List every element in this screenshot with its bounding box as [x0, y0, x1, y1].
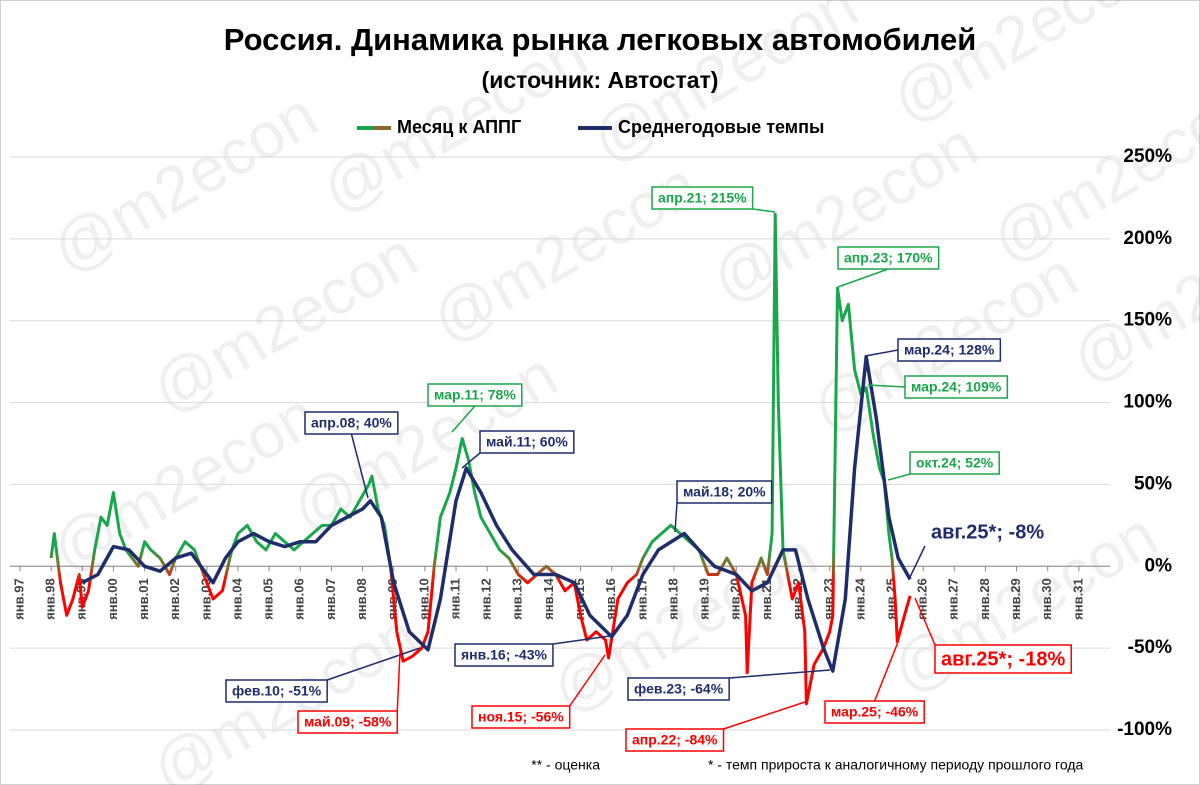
x-tick-label: янв.13: [510, 578, 525, 620]
annotation-leader: [837, 268, 889, 288]
annotation-leader: [461, 452, 481, 469]
x-tick-label: янв.02: [167, 578, 182, 620]
y-tick-label: -100%: [1117, 719, 1172, 740]
annotation-label: апр.23; 170%: [844, 250, 933, 266]
annotation-box: [934, 644, 1072, 674]
annotation-leader: [451, 405, 476, 433]
annotation-box: [625, 728, 725, 752]
x-tick-label: янв.31: [1070, 578, 1085, 620]
y-tick-label: 150%: [1123, 310, 1172, 331]
annotation-box: [304, 411, 399, 435]
annotation-box: [837, 246, 940, 270]
annotation-label: май.18; 20%: [683, 484, 766, 500]
annotation-leader: [674, 502, 678, 533]
y-tick-label: -50%: [1128, 637, 1172, 658]
x-tick-label: янв.30: [1039, 578, 1054, 620]
annotation-box: [897, 338, 1002, 362]
annotation-box: [471, 705, 571, 729]
annotation-label: янв.16; -43%: [461, 647, 547, 663]
x-tick-label: янв.16: [603, 578, 618, 620]
annotation-box: [909, 451, 1000, 475]
x-tick-label: янв.29: [1008, 578, 1023, 620]
annotation-label: фев.23; -64%: [634, 681, 724, 697]
x-tick-label: янв.00: [105, 578, 120, 620]
chart-subtitle: (источник: Автостат): [482, 67, 719, 93]
annotation-box: [479, 430, 575, 454]
annotation-box: [925, 518, 1051, 546]
annotation-label: авг.25*; -18%: [941, 648, 1065, 670]
x-tick-label: янв.28: [977, 578, 992, 620]
y-tick-label: 100%: [1123, 392, 1172, 413]
annotation-leader: [864, 349, 899, 357]
annotation-leader: [326, 647, 421, 681]
x-tick-label: янв.12: [479, 578, 494, 620]
footnote: ** - оценка: [531, 757, 600, 773]
x-tick-label: янв.24: [852, 578, 867, 620]
series-line: [81, 354, 912, 673]
y-tick-label: 0%: [1145, 555, 1173, 576]
annotation-leader: [396, 651, 401, 712]
x-tick-label: янв.01: [136, 578, 151, 620]
annotation-leader: [752, 208, 776, 213]
x-tick-label: янв.21: [759, 578, 774, 620]
annotation-label: апр.08; 40%: [311, 415, 392, 431]
annotation-leader: [723, 701, 806, 730]
legend-label: Месяц к АППГ: [397, 117, 521, 137]
x-tick-label: янв.10: [416, 578, 431, 620]
x-tick-label: янв.14: [541, 578, 556, 620]
annotation-leader: [914, 597, 936, 646]
x-tick-label: янв.27: [946, 578, 961, 620]
annotation-label: мар.25; -46%: [831, 704, 919, 720]
y-tick-label: 250%: [1123, 146, 1172, 167]
annotation-box: [824, 700, 925, 724]
annotation-box: [651, 186, 754, 210]
annotation-label: апр.21; 215%: [658, 190, 747, 206]
annotation-leader: [867, 384, 906, 388]
annotation-leader: [887, 473, 911, 481]
x-tick-label: янв.05: [261, 578, 276, 620]
legend-label: Среднегодовые темпы: [618, 117, 824, 137]
annotation-label: май.11; 60%: [486, 434, 568, 450]
annotation-label: апр.22; -84%: [632, 732, 718, 748]
annotation-label: май.09; -58%: [304, 714, 392, 730]
annotation-leader: [350, 433, 369, 499]
annotation-box: [627, 677, 730, 701]
x-tick-label: янв.18: [665, 578, 680, 620]
annotation-label: ноя.15; -56%: [478, 709, 564, 725]
y-tick-label: 50%: [1134, 473, 1172, 494]
x-tick-label: янв.11: [447, 578, 462, 619]
annotation-leader: [569, 654, 606, 707]
annotation-box: [297, 710, 399, 734]
annotation-box: [676, 480, 773, 504]
annotation-label: авг.25*; -8%: [931, 521, 1044, 543]
y-tick-label: 200%: [1123, 228, 1172, 249]
x-tick-label: янв.03: [198, 578, 213, 620]
x-tick-label: янв.97: [11, 578, 26, 620]
annotation-leader: [873, 641, 899, 702]
annotation-box: [225, 679, 328, 703]
x-tick-label: янв.04: [229, 578, 244, 620]
x-tick-label: янв.17: [634, 578, 649, 620]
x-tick-label: янв.08: [354, 578, 369, 620]
annotation-leader: [552, 635, 611, 645]
annotation-label: фев.10; -51%: [232, 683, 322, 699]
annotation-box: [427, 383, 523, 407]
annotation-label: окт.24; 52%: [916, 455, 994, 471]
annotation-label: мар.24; 109%: [911, 379, 1002, 395]
annotation-leader: [729, 669, 831, 679]
x-tick-label: янв.19: [697, 578, 712, 620]
x-tick-label: янв.26: [915, 578, 930, 620]
chart-title: Россия. Динамика рынка легковых автомоби…: [224, 22, 977, 57]
annotation-box: [454, 643, 554, 667]
footnote: * - темп прироста к аналогичному периоду…: [708, 757, 1083, 773]
annotation-label: мар.11; 78%: [434, 387, 516, 403]
x-tick-label: янв.07: [323, 578, 338, 620]
x-tick-label: янв.06: [292, 578, 307, 620]
annotation-label: мар.24; 128%: [904, 342, 995, 358]
x-tick-label: янв.98: [43, 578, 58, 620]
annotation-leader: [909, 545, 926, 578]
annotation-box: [904, 375, 1009, 399]
